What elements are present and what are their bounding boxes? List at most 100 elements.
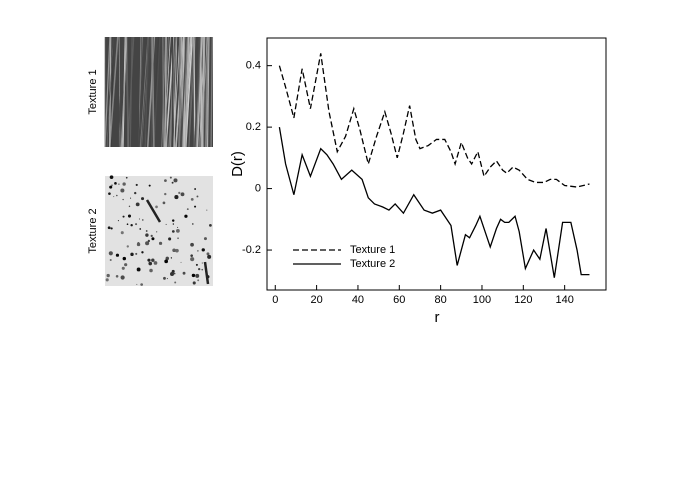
texture-speck bbox=[204, 237, 207, 240]
texture-speck bbox=[171, 257, 172, 258]
legend-label: Texture 1 bbox=[350, 244, 395, 256]
texture-speck bbox=[183, 272, 186, 275]
y-tick-label: 0.2 bbox=[246, 121, 261, 133]
texture-speck bbox=[163, 277, 166, 280]
texture-speck bbox=[145, 233, 148, 236]
texture-speck bbox=[108, 226, 111, 229]
legend-label: Texture 2 bbox=[350, 258, 395, 270]
texture-speck bbox=[177, 237, 179, 239]
texture-speck bbox=[128, 214, 131, 217]
texture-speck bbox=[149, 269, 153, 273]
texture-speck bbox=[172, 182, 174, 184]
x-tick-label: 20 bbox=[310, 294, 322, 306]
texture-speck bbox=[136, 284, 137, 285]
texture-speck bbox=[155, 206, 158, 209]
texture-speck bbox=[159, 242, 162, 245]
texture-1-image bbox=[105, 37, 213, 147]
texture-speck bbox=[118, 220, 119, 221]
texture-speck bbox=[126, 177, 128, 179]
texture-speck bbox=[139, 228, 141, 230]
texture-speck bbox=[163, 201, 166, 204]
x-axis-label: r bbox=[435, 309, 440, 326]
texture-speck bbox=[137, 268, 141, 272]
texture-speck bbox=[172, 248, 176, 252]
texture-speck bbox=[197, 279, 199, 281]
texture-speck bbox=[135, 253, 137, 255]
texture-speck bbox=[181, 192, 185, 196]
texture-speck bbox=[130, 198, 131, 199]
texture-speck bbox=[197, 250, 198, 251]
texture-speck bbox=[127, 223, 129, 225]
texture-speck bbox=[148, 240, 150, 242]
texture-speck bbox=[194, 188, 196, 190]
texture-speck bbox=[193, 281, 196, 284]
texture-speck bbox=[106, 278, 109, 281]
x-tick-label: 40 bbox=[352, 294, 364, 306]
y-tick-label: 0.4 bbox=[246, 60, 261, 72]
texture-speck bbox=[164, 193, 166, 195]
texture-speck bbox=[198, 268, 200, 270]
texture-speck bbox=[174, 195, 178, 199]
texture-speck bbox=[206, 210, 207, 211]
texture-speck bbox=[120, 189, 124, 193]
texture-speck bbox=[124, 263, 127, 266]
texture-speck bbox=[187, 208, 189, 210]
texture-speck bbox=[108, 192, 111, 195]
texture-streak bbox=[163, 37, 164, 147]
texture-speck bbox=[149, 185, 151, 187]
texture-speck bbox=[116, 275, 119, 278]
x-tick-label: 140 bbox=[555, 294, 573, 306]
texture-speck bbox=[168, 237, 171, 240]
texture-speck bbox=[167, 278, 168, 279]
texture-speck bbox=[154, 261, 158, 265]
texture-speck bbox=[123, 216, 125, 218]
texture-speck bbox=[166, 224, 167, 225]
texture-speck bbox=[111, 227, 113, 229]
texture-speck bbox=[196, 264, 198, 266]
texture-speck bbox=[121, 231, 124, 234]
x-tick-label: 80 bbox=[435, 294, 447, 306]
texture-speck bbox=[192, 274, 195, 277]
texture-speck bbox=[192, 223, 194, 225]
texture-speck bbox=[135, 223, 137, 225]
texture-speck bbox=[114, 182, 117, 185]
texture-speck bbox=[109, 251, 113, 255]
texture-speck bbox=[197, 196, 199, 198]
texture-speck bbox=[107, 274, 110, 277]
texture-speck bbox=[195, 274, 199, 278]
texture-speck bbox=[201, 269, 203, 271]
texture-speck bbox=[172, 219, 174, 221]
texture-speck bbox=[122, 182, 125, 185]
texture-speck bbox=[151, 235, 153, 237]
texture-2-image bbox=[105, 175, 213, 286]
texture-speck bbox=[156, 231, 157, 232]
texture-speck bbox=[190, 243, 194, 247]
texture-speck bbox=[141, 251, 143, 253]
y-tick-label: 0 bbox=[255, 182, 261, 194]
texture-speck bbox=[147, 259, 150, 262]
texture-speck bbox=[178, 192, 180, 194]
texture-speck bbox=[174, 273, 176, 275]
texture-speck bbox=[130, 224, 132, 226]
texture-speck bbox=[136, 202, 140, 206]
texture-label: Texture 2 bbox=[87, 208, 99, 253]
texture-speck bbox=[136, 184, 138, 186]
texture-speck bbox=[202, 248, 205, 251]
texture-speck bbox=[118, 184, 119, 185]
texture-2-base bbox=[105, 176, 213, 286]
texture-speck bbox=[164, 259, 168, 263]
texture-speck bbox=[137, 243, 140, 246]
x-tick-label: 100 bbox=[473, 294, 491, 306]
texture-speck bbox=[130, 253, 133, 256]
texture-speck bbox=[184, 215, 187, 218]
texture-speck bbox=[151, 237, 154, 240]
x-tick-label: 0 bbox=[272, 294, 278, 306]
texture-speck bbox=[194, 206, 196, 208]
texture-speck bbox=[170, 272, 174, 276]
x-tick-label: 120 bbox=[514, 294, 532, 306]
texture-speck bbox=[176, 229, 180, 233]
texture-label: Texture 1 bbox=[87, 69, 99, 114]
texture-speck bbox=[134, 192, 136, 194]
